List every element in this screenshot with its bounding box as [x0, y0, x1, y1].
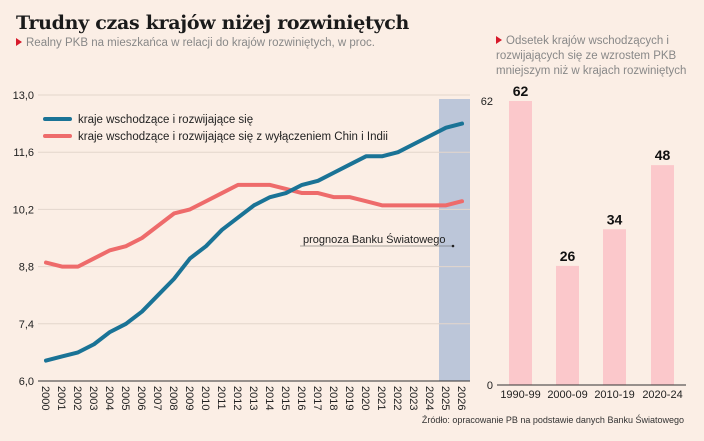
bar-value-label: 62 [513, 83, 529, 99]
annotation-arrow-dot [451, 244, 455, 248]
bar-value-label: 34 [607, 211, 623, 227]
y-tick-label: 13,0 [13, 90, 34, 102]
annotation-text: prognoza Banku Światowego [303, 233, 445, 246]
bar-category-label: 2000-09 [547, 389, 587, 401]
x-tick-label: 2026 [455, 386, 467, 410]
x-tick-label: 2018 [327, 386, 339, 410]
x-tick-label: 2017 [311, 386, 323, 410]
bar-chart-title-text: Odsetek krajów wschodzących i rozwijając… [496, 35, 687, 77]
x-tick-label: 2003 [87, 386, 99, 410]
x-tick-label: 2021 [375, 386, 387, 410]
x-tick-label: 2010 [199, 386, 211, 410]
bar [556, 265, 579, 385]
x-tick-label: 2009 [183, 386, 195, 410]
bar-chart: 0 62 62 1990-99 26 2000-09 34 2010-19 48 2020-24 [481, 83, 686, 401]
x-tick-label: 2014 [263, 386, 275, 410]
triangle-marker-icon [496, 36, 502, 44]
y-tick-label: 7,4 [19, 319, 34, 331]
x-tick-label: 2006 [135, 386, 147, 410]
legend-label: kraje wschodzące i rozwijające się [78, 114, 253, 126]
subtitle-text: Realny PKB na mieszkańca w relacji do kr… [26, 37, 375, 49]
x-tick-label: 2023 [407, 386, 419, 410]
x-tick-label: 2011 [215, 386, 227, 410]
x-tick-label: 2019 [343, 386, 355, 410]
source-note: Źródło: opracowanie PB na podstawie dany… [421, 415, 684, 425]
bar-y-tick-label: 62 [481, 96, 493, 108]
bar-category-label: 2010-19 [594, 389, 634, 401]
y-tick-label: 8,8 [19, 262, 34, 274]
legend: kraje wschodzące i rozwijające się kraje … [43, 114, 388, 143]
bar-value-label: 48 [655, 147, 671, 163]
x-tick-label: 2008 [167, 386, 179, 410]
x-tick-label: 2000 [39, 386, 51, 410]
y-axis-ticks: 6,0 7,4 8,8 10,2 11,6 13,0 [13, 90, 34, 388]
x-tick-label: 2024 [423, 386, 435, 410]
forecast-band [439, 99, 470, 381]
x-tick-label: 2001 [55, 386, 67, 410]
x-tick-label: 2007 [151, 386, 163, 410]
line-series [44, 121, 464, 363]
bar [603, 229, 626, 385]
bar-y-tick-label: 0 [487, 380, 493, 392]
x-tick-label: 2005 [119, 386, 131, 410]
series-line [44, 182, 464, 269]
bar-category-label: 2020-24 [642, 389, 682, 401]
x-axis-ticks: 2000 2001 2002 2003 2004 2005 2006 2007 2008 2009… [39, 386, 467, 410]
y-tick-label: 6,0 [19, 376, 34, 388]
x-tick-label: 2016 [295, 386, 307, 410]
forecast-annotation: prognoza Banku Światowego [300, 233, 455, 248]
bar [651, 165, 674, 385]
chart-title: Trudny czas krajów niżej rozwiniętych [16, 12, 409, 34]
bar-category-label: 1990-99 [500, 389, 540, 401]
x-tick-label: 2002 [71, 386, 83, 410]
y-tick-label: 11,6 [13, 147, 34, 159]
legend-label: kraje wschodzące i rozwijające się z wył… [78, 131, 388, 143]
y-tick-label: 10,2 [13, 204, 34, 216]
bar-value-label: 26 [560, 248, 576, 264]
x-tick-label: 2022 [391, 386, 403, 410]
x-tick-label: 2015 [279, 386, 291, 410]
gridlines [38, 94, 470, 325]
x-tick-label: 2025 [439, 386, 451, 410]
triangle-marker-icon [16, 38, 22, 46]
x-tick-label: 2020 [359, 386, 371, 410]
x-tick-label: 2012 [231, 386, 243, 410]
chart-subtitle: Realny PKB na mieszkańca w relacji do kr… [16, 37, 375, 49]
bar [509, 101, 532, 385]
x-tick-label: 2004 [103, 386, 115, 410]
bar-chart-title: Odsetek krajów wschodzących i rozwijając… [496, 34, 696, 79]
x-tick-label: 2013 [247, 386, 259, 410]
line-chart: 6,07,48,810,211,613,0 2000 2001 2002 2003 20… [13, 90, 470, 410]
